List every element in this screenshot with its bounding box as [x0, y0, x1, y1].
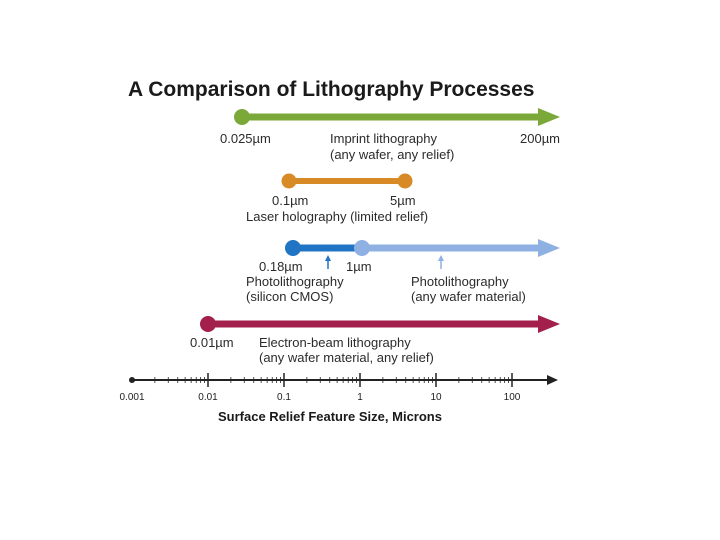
axis-title: Surface Relief Feature Size, Microns	[218, 409, 442, 424]
ebeam-arrowhead	[538, 315, 560, 333]
axis-tick-label: 0.1	[277, 392, 291, 403]
photo-any-arrowhead	[538, 239, 560, 257]
photo-any-name: Photolithography	[411, 274, 509, 289]
imprint-name: Imprint lithography	[330, 131, 437, 146]
imprint-note: (any wafer, any relief)	[330, 147, 454, 162]
imprint-min-label: 0.025µm	[220, 131, 271, 146]
axis-arrowhead	[547, 375, 558, 385]
ebeam-range	[200, 315, 560, 333]
ebeam-start-dot	[200, 316, 216, 332]
laser-name: Laser holography (limited relief)	[246, 209, 428, 224]
laser-min-label: 0.1µm	[272, 193, 308, 208]
axis-tick-label: 100	[504, 392, 521, 403]
laser-range	[281, 173, 413, 189]
photo-any-start-dot	[354, 240, 370, 256]
scale-axis: 0.001 0.01 0.1 1 10 100	[119, 373, 558, 403]
imprint-start-dot	[234, 109, 250, 125]
photo-any-min-label: 1µm	[346, 259, 372, 274]
photo-any-note: (any wafer material)	[411, 289, 526, 304]
laser-start-dot	[281, 173, 297, 189]
axis-tick-label: 1	[357, 392, 363, 403]
photo-cmos-start-dot	[285, 240, 301, 256]
photo-cmos-pointer-head	[325, 255, 331, 261]
axis-ticks: 0.001 0.01 0.1 1 10 100	[119, 373, 521, 403]
imprint-max-label: 200µm	[520, 131, 560, 146]
imprint-range	[234, 108, 560, 126]
photo-cmos-min-label: 0.18µm	[259, 259, 303, 274]
axis-tick-label: 10	[430, 392, 442, 403]
axis-tick-label: 0.001	[119, 392, 144, 403]
imprint-arrowhead	[538, 108, 560, 126]
ebeam-name: Electron-beam lithography	[259, 335, 411, 350]
photo-range	[285, 239, 560, 269]
ebeam-min-label: 0.01µm	[190, 335, 234, 350]
diagram-title: A Comparison of Lithography Processes	[128, 78, 534, 101]
ebeam-note: (any wafer material, any relief)	[259, 350, 434, 365]
axis-tick-label: 0.01	[198, 392, 218, 403]
laser-max-label: 5µm	[390, 193, 416, 208]
photo-cmos-note: (silicon CMOS)	[246, 289, 333, 304]
photo-cmos-name: Photolithography	[246, 274, 344, 289]
photo-any-pointer-head	[438, 255, 444, 261]
laser-end-dot	[397, 173, 413, 189]
axis-origin-dot	[129, 377, 135, 383]
